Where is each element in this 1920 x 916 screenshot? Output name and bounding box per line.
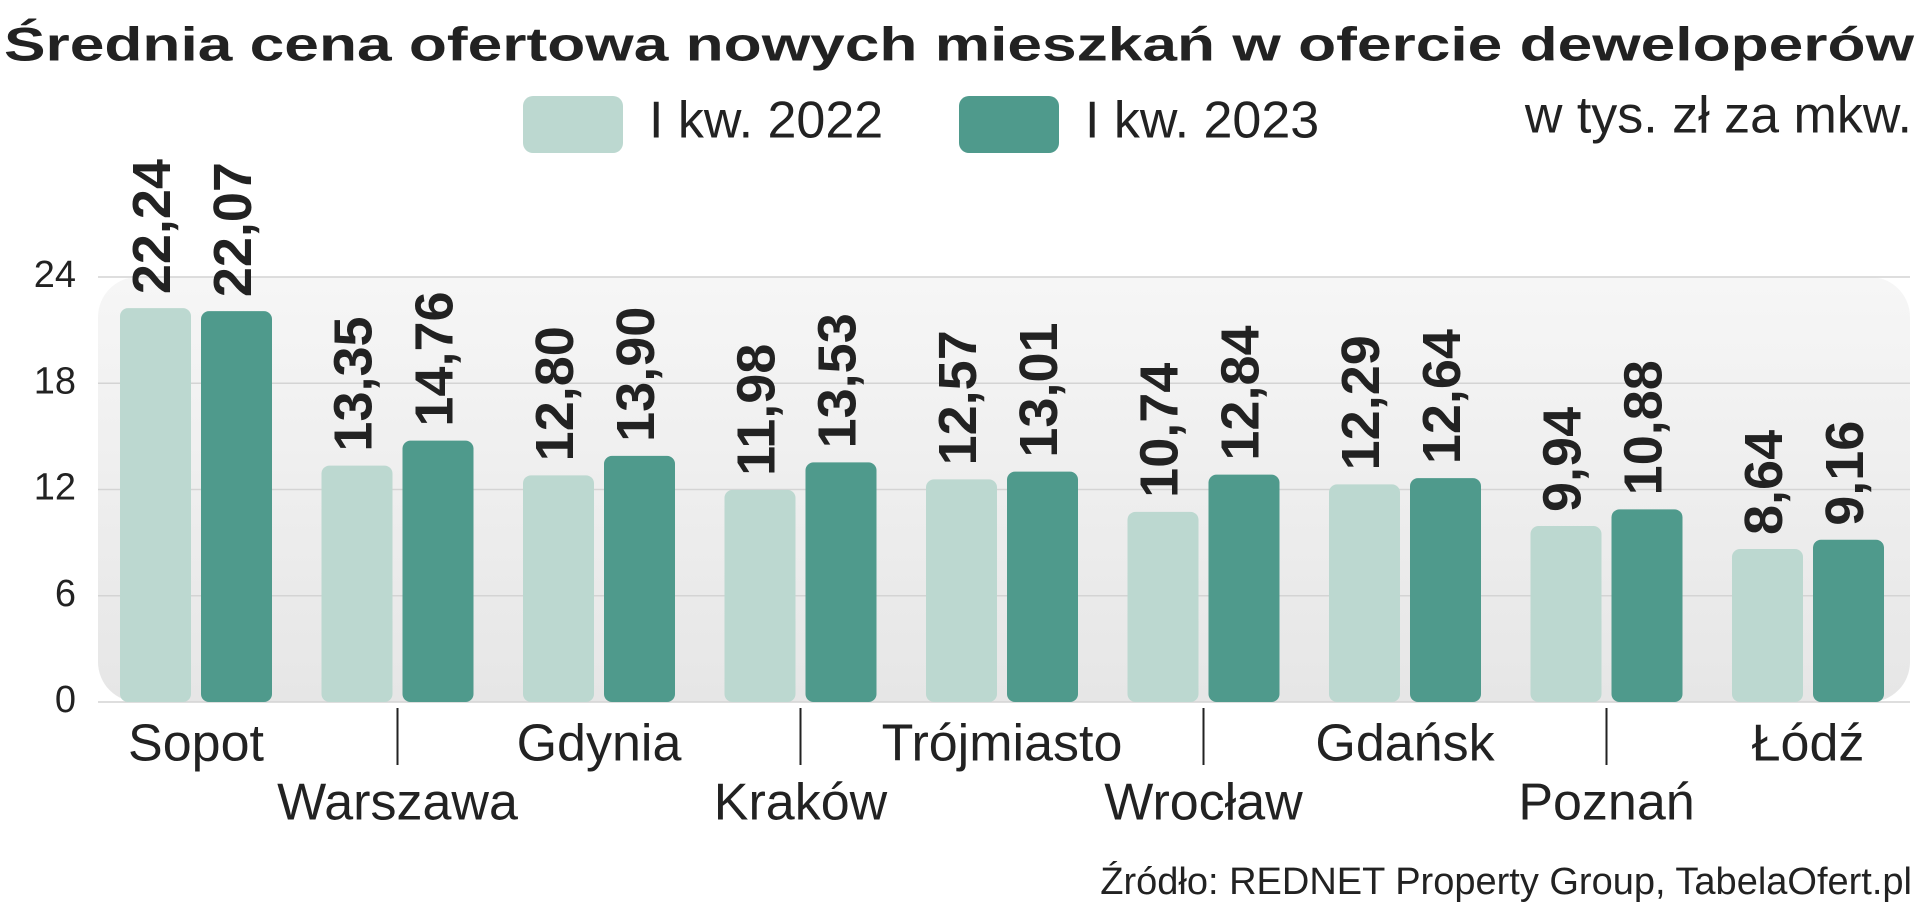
- value-label: 12,80: [525, 326, 585, 461]
- value-label: 8,64: [1734, 430, 1794, 535]
- value-label: 9,16: [1815, 421, 1875, 526]
- y-tick-label: 0: [55, 679, 76, 721]
- x-tick-label: Gdynia: [517, 715, 682, 773]
- bar: [1127, 511, 1199, 702]
- value-label: 12,29: [1331, 335, 1391, 470]
- value-label: 12,57: [928, 330, 988, 465]
- legend-label: I kw. 2022: [649, 92, 883, 150]
- bar: [1732, 549, 1803, 702]
- source: Źródło: REDNET Property Group, TabelaOfe…: [1100, 860, 1912, 903]
- value-label: 11,98: [726, 344, 786, 476]
- bar: [321, 465, 393, 702]
- bar: [724, 489, 796, 702]
- bar: [805, 462, 877, 702]
- bar: [1530, 525, 1602, 702]
- y-tick-label: 18: [34, 360, 76, 402]
- bar: [1329, 484, 1400, 702]
- value-label: 22,24: [122, 159, 182, 294]
- bar: [1208, 474, 1280, 702]
- legend-label: I kw. 2023: [1085, 92, 1319, 150]
- value-label: 12,64: [1412, 329, 1472, 464]
- bar: [402, 440, 474, 702]
- x-tick-label: Łódź: [1752, 715, 1865, 773]
- bar: [1813, 539, 1884, 702]
- bar: [201, 311, 272, 702]
- value-label: 10,88: [1613, 360, 1673, 495]
- chart-subtitle: w tys. zł za mkw.: [1524, 87, 1912, 145]
- x-tick-label: Wrocław: [1104, 774, 1303, 832]
- value-label: 13,90: [606, 307, 666, 442]
- bar: [926, 479, 997, 702]
- value-label: 12,84: [1210, 325, 1270, 460]
- bar: [1410, 478, 1481, 702]
- chart-title: Średnia cena ofertowa nowych mieszkań w …: [4, 17, 1915, 70]
- x-tick-label: Kraków: [714, 774, 888, 832]
- legend-swatch: [959, 96, 1059, 153]
- value-label: 10,74: [1129, 363, 1189, 498]
- bar: [120, 308, 191, 702]
- value-label: 9,94: [1532, 407, 1592, 512]
- value-label: 13,53: [807, 313, 867, 448]
- value-label: 13,35: [323, 316, 383, 451]
- bar: [1611, 509, 1683, 702]
- y-tick-label: 24: [34, 254, 76, 296]
- x-tick-label: Poznań: [1518, 774, 1694, 832]
- y-tick-label: 6: [55, 573, 76, 615]
- x-tick-label: Gdańsk: [1315, 715, 1495, 773]
- bar: [604, 455, 675, 702]
- bar: [1007, 471, 1078, 702]
- y-tick-label: 12: [34, 467, 76, 509]
- value-label: 13,01: [1009, 322, 1069, 457]
- x-tick-label: Warszawa: [277, 774, 518, 832]
- x-tick-label: Trójmiasto: [882, 715, 1123, 773]
- x-tick-label: Sopot: [128, 715, 264, 773]
- legend-swatch: [523, 96, 623, 153]
- bar: [523, 475, 594, 702]
- value-label: 22,07: [203, 162, 263, 297]
- value-label: 14,76: [404, 291, 464, 426]
